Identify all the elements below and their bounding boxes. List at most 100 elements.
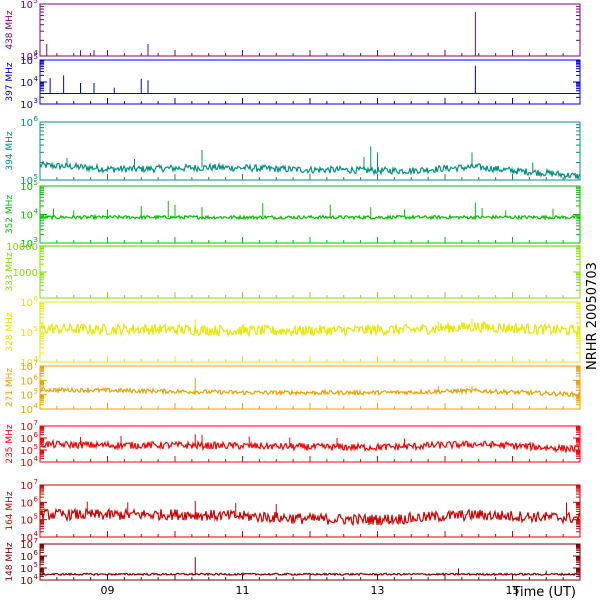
y-tick-label: 10: [20, 434, 33, 445]
y-tick-exponent: 5: [34, 513, 38, 521]
y-tick-exponent: 3: [34, 97, 38, 105]
y-axis-label: 271 MHz: [5, 368, 15, 408]
y-tick-label: 10: [20, 458, 33, 469]
x-tick-label: 13: [371, 584, 385, 597]
y-tick-label: 10: [20, 540, 33, 551]
y-tick-label: 10: [20, 564, 33, 575]
y-tick-label: 10: [20, 576, 33, 587]
y-tick-exponent: 6: [34, 495, 39, 503]
y-tick-exponent: 6: [34, 549, 39, 557]
y-tick-label: 10: [20, 391, 33, 402]
panel-frame: [39, 245, 581, 299]
y-axis-label: 352 MHz: [5, 195, 15, 235]
y-tick-exponent: 6: [34, 373, 39, 381]
y-tick-label: 10: [20, 176, 33, 187]
x-tick-label: 09: [101, 584, 115, 597]
y-tick-label: 10: [20, 362, 33, 373]
y-tick-exponent: 5: [34, 0, 38, 5]
panel-frame: [39, 121, 581, 181]
y-tick-label: 1000: [13, 268, 38, 279]
y-tick-exponent: 4: [34, 208, 39, 216]
y-axis-label: 328 MHz: [5, 312, 15, 352]
y-tick-label: 10: [20, 100, 33, 111]
x-tick-label: 15: [506, 584, 520, 597]
y-tick-label: 10: [20, 52, 33, 63]
y-tick-exponent: 4: [34, 402, 39, 410]
x-axis-label: Time (UT): [511, 585, 576, 600]
y-tick-exponent: 6: [34, 115, 39, 123]
y-tick-label: 10: [20, 422, 33, 433]
y-tick-label: 10: [20, 516, 33, 527]
x-axis: Time (UT) 09 11 13 15: [101, 584, 577, 600]
series-line: [39, 160, 581, 180]
y-tick-exponent: 7: [34, 478, 38, 486]
series-line: [39, 213, 581, 221]
y-tick-label: 10: [20, 446, 33, 457]
y-tick-exponent: 4: [34, 573, 39, 581]
y-tick-exponent: 6: [34, 431, 39, 439]
y-tick-label: 10: [20, 118, 33, 129]
y-tick-exponent: 4: [34, 355, 39, 363]
panel-frame: [39, 59, 581, 105]
y-tick-exponent: 4: [34, 530, 39, 538]
y-tick-label: 10: [20, 481, 33, 492]
y-tick-exponent: 4: [34, 75, 39, 83]
panel-frame: [39, 484, 581, 538]
y-tick-exponent: 5: [34, 53, 38, 61]
y-axis-label: 235 MHz: [5, 424, 15, 464]
series-line: [39, 320, 581, 338]
y-tick-exponent: 4: [34, 49, 39, 57]
series-line: [39, 507, 581, 527]
y-tick-exponent: 7: [34, 359, 38, 367]
panel-frame: [39, 185, 581, 244]
y-axis-label: 148 MHz: [5, 542, 15, 582]
series-line: [39, 386, 581, 399]
y-tick-label: 10: [20, 0, 33, 11]
y-axis-label: 333 MHz: [5, 252, 15, 292]
y-tick-label: 10: [20, 328, 33, 339]
y-tick-exponent: 7: [34, 537, 38, 545]
y-tick-label: 10: [20, 182, 33, 193]
y-tick-label: 10: [20, 78, 33, 89]
series-line: [39, 438, 581, 455]
y-axis-label: 397 MHz: [5, 62, 15, 102]
y-tick-exponent: 5: [34, 173, 38, 181]
y-tick-exponent: 3: [34, 236, 38, 244]
panel-frame: [39, 3, 581, 57]
y-tick-exponent: 5: [34, 325, 38, 333]
y-tick-exponent: 5: [34, 388, 38, 396]
y-tick-label: 10: [20, 298, 33, 309]
y-tick-exponent: 5: [34, 561, 38, 569]
y-axis-label: 394 MHz: [5, 131, 15, 171]
y-tick-label: 10: [20, 211, 33, 222]
instrument-date-label: NRHR 20050703: [585, 262, 600, 370]
y-tick-exponent: 5: [34, 443, 38, 451]
y-tick-label: 10: [20, 552, 33, 563]
y-tick-label: 10: [20, 358, 33, 369]
y-tick-label: 10: [20, 376, 33, 387]
y-tick-exponent: 7: [34, 419, 38, 427]
y-tick-exponent: 6: [34, 295, 39, 303]
y-axis-label: 164 MHz: [5, 491, 15, 531]
y-tick-exponent: 4: [34, 455, 39, 463]
series-line: [39, 572, 581, 577]
x-tick-label: 11: [236, 584, 250, 597]
y-tick-label: 10000: [6, 242, 38, 253]
y-tick-label: 10: [20, 56, 33, 67]
y-tick-exponent: 5: [34, 179, 38, 187]
y-tick-label: 10: [20, 533, 33, 544]
y-tick-label: 10: [20, 405, 33, 416]
y-tick-label: 10: [20, 498, 33, 509]
